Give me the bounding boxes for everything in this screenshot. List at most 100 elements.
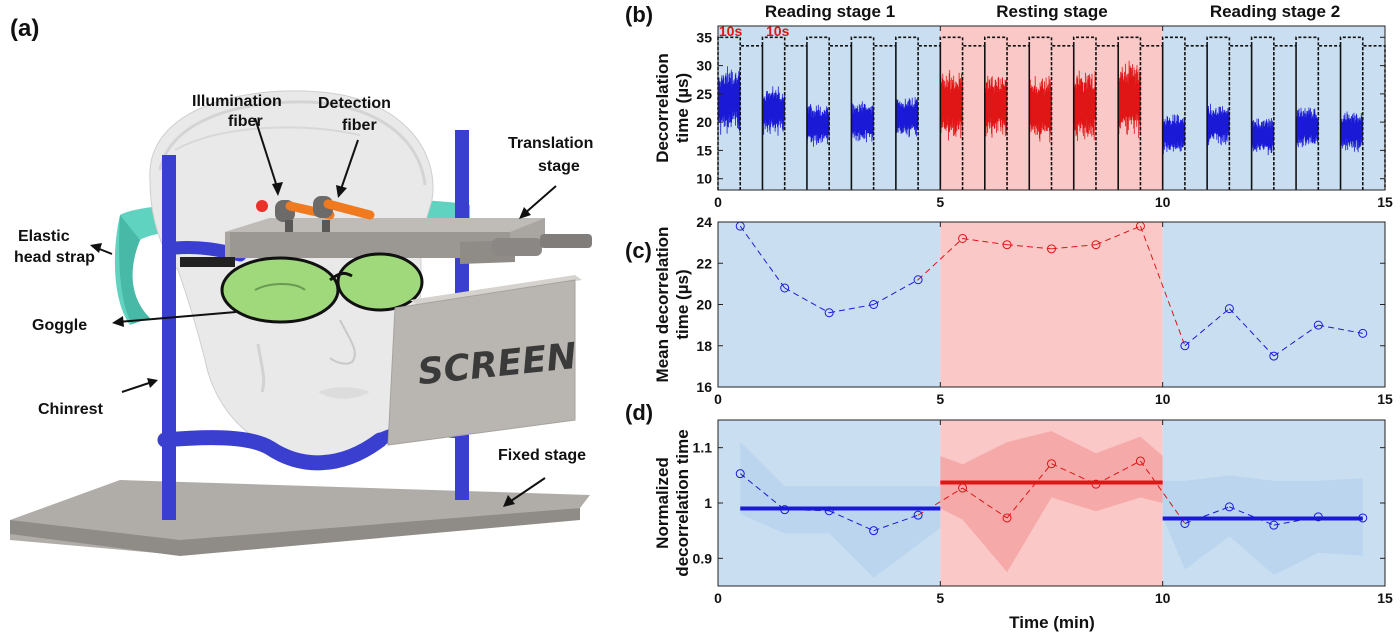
y-axis-label-line-1: Decorrelation (653, 53, 672, 163)
mean-connector-0 (739, 225, 786, 289)
x-tick-label-1: 5 (936, 391, 944, 407)
fixed-stage (10, 480, 590, 555)
trace-segment-5 (939, 70, 963, 141)
norm-point-0 (735, 469, 745, 479)
mean-connector-8 (1095, 225, 1141, 246)
label-illumination-fiber-2: fiber (228, 113, 263, 130)
trace-segment-11 (1206, 103, 1230, 147)
norm-connector-12 (1273, 516, 1319, 526)
stage-background-0 (718, 222, 941, 387)
mean-point-11 (1224, 304, 1234, 314)
stage-background-2 (1162, 222, 1385, 387)
norm-connector-3 (873, 514, 919, 532)
stage-title-resting: Resting stage (996, 2, 1107, 21)
x-tick-label-1: 5 (936, 590, 944, 606)
mean-point-6 (1002, 240, 1012, 250)
y-axis-label-line-2: decorrelation time (673, 429, 692, 576)
trace-segment-8 (1073, 70, 1097, 142)
label-chinrest: Chinrest (38, 401, 104, 418)
mean-point-14 (1358, 328, 1368, 338)
mean-connector-6 (1006, 244, 1052, 250)
trace-segment-7 (1028, 75, 1052, 143)
mean-connector-13 (1318, 324, 1363, 334)
trace-segment-1 (762, 86, 786, 136)
trace-segment-9 (1117, 60, 1141, 139)
mean-point-4 (913, 275, 923, 285)
x-tick-label-2: 10 (1155, 391, 1171, 407)
y-axis-label: Normalizeddecorrelation time (653, 429, 692, 576)
mean-connector-2 (829, 304, 874, 314)
mean-connector-9 (1139, 225, 1186, 346)
x-tick-label-1: 5 (936, 194, 944, 210)
trace-segment-3 (851, 101, 874, 143)
y-tick-label-3: 22 (696, 255, 712, 271)
norm-point-9 (1135, 456, 1145, 466)
label-translation-stage-2: stage (538, 158, 580, 175)
axes-frame (717, 25, 1386, 191)
y-tick-label-2: 20 (696, 297, 712, 313)
mean-connector-12 (1273, 324, 1319, 357)
fibers (256, 196, 375, 232)
stage-title-reading-1: Reading stage 1 (765, 2, 895, 21)
label-elastic-strap-1: Elastic (18, 228, 70, 245)
goggle (180, 252, 424, 324)
norm-connector-2 (828, 510, 874, 532)
y-tick-label-1: 15 (696, 142, 712, 158)
mean-point-5 (958, 234, 968, 243)
x-tick-label-3: 15 (1377, 590, 1393, 606)
y-tick-label-2: 20 (696, 114, 712, 130)
y-tick-label-3: 25 (696, 86, 712, 102)
y-axis-label-line-2: time (µs) (673, 269, 692, 339)
y-tick-label-1: 1 (704, 495, 712, 511)
mean-connector-4 (917, 238, 963, 281)
stage-title-reading-2: Reading stage 2 (1210, 2, 1340, 21)
norm-point-6 (1002, 513, 1012, 523)
norm-point-11 (1224, 502, 1234, 512)
label-illumination-fiber-1: Illumination (192, 93, 282, 110)
label-goggle: Goggle (32, 317, 87, 334)
mean-point-13 (1313, 320, 1323, 330)
y-axis-label-line-2: time (µs) (673, 73, 692, 143)
y-tick-label-4: 30 (696, 58, 712, 74)
y-tick-label-4: 24 (696, 214, 712, 230)
trace-segment-10 (1162, 114, 1186, 155)
label-elastic-strap-2: head strap (14, 249, 95, 266)
y-tick-label-1: 18 (696, 338, 712, 354)
panel-label-a: (a) (10, 15, 39, 42)
variance-band-1 (940, 431, 1163, 573)
mean-connector-3 (873, 279, 919, 305)
norm-connector-11 (1229, 506, 1275, 526)
trigger-trace (717, 36, 1386, 190)
norm-connector-5 (962, 487, 1008, 519)
setup-illustration: SCREEN Illumination fiber Detection fibe… (10, 90, 593, 556)
trace-segment-6 (984, 75, 1008, 138)
norm-connector-8 (1095, 460, 1141, 485)
panel-label-b: (b) (625, 2, 653, 27)
annotation-10s-second: 10s (766, 23, 790, 39)
annotation-10s-first: 10s (719, 23, 743, 39)
x-tick-label-0: 0 (714, 391, 722, 407)
x-axis-label: Time (min) (1009, 613, 1095, 632)
norm-point-7 (1047, 459, 1056, 469)
y-axis-label-line-1: Normalized (653, 457, 672, 549)
trace-segment-13 (1295, 107, 1319, 148)
variance-band-2 (1162, 475, 1363, 575)
norm-point-12 (1269, 520, 1279, 530)
mean-point-7 (1047, 244, 1056, 254)
y-tick-label-0: 10 (696, 171, 712, 187)
y-tick-label-5: 35 (696, 29, 712, 45)
y-tick-label-0: 0.9 (693, 550, 713, 566)
mean-connector-7 (1051, 244, 1097, 250)
trace-segment-14 (1340, 111, 1364, 153)
label-detection-fiber-2: fiber (342, 117, 377, 134)
x-tick-label-0: 0 (714, 590, 722, 606)
y-axis-label: Decorrelationtime (µs) (653, 53, 692, 163)
label-translation-stage-1: Translation (508, 135, 593, 152)
mean-point-10 (1180, 341, 1190, 351)
stage-background-1 (940, 222, 1163, 387)
x-tick-label-2: 10 (1155, 194, 1171, 210)
label-detection-fiber-1: Detection (318, 95, 391, 112)
